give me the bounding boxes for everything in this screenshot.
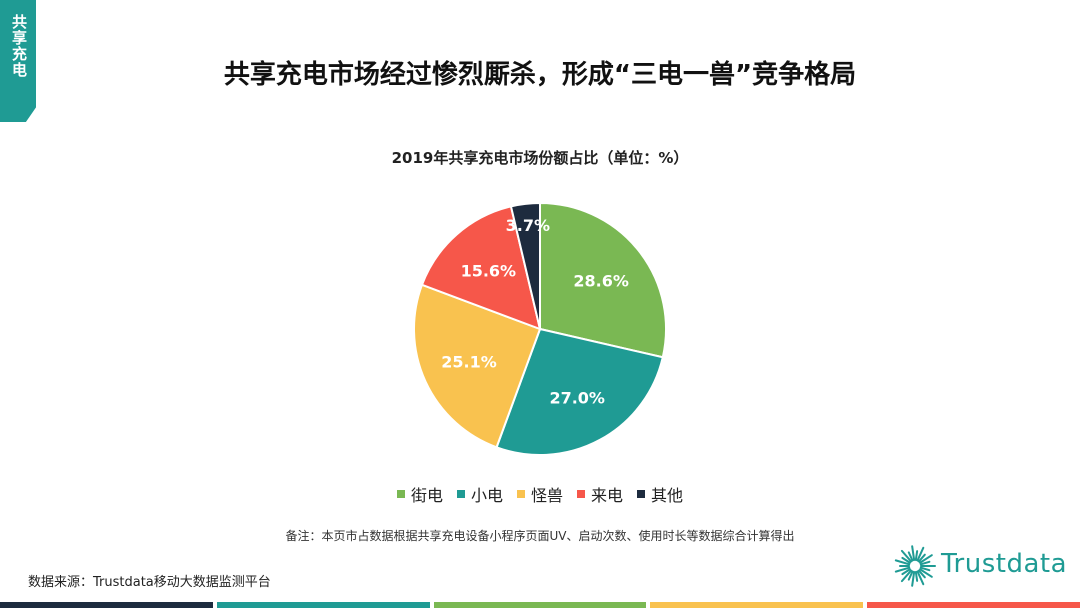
logo-text: Trustdata <box>941 549 1068 579</box>
bottom-bar-segment <box>867 602 1080 608</box>
starburst-icon <box>894 545 936 587</box>
bottom-bar-segment <box>433 602 647 608</box>
bottom-bar-segment <box>650 602 864 608</box>
legend-label: 其他 <box>651 486 684 505</box>
legend-swatch <box>516 490 525 498</box>
bottom-bar-segment <box>216 602 430 608</box>
section-tab-label: 共享充电 <box>10 14 28 78</box>
trustdata-logo: Trustdata <box>893 536 1068 592</box>
bottom-bar-segment <box>0 602 213 608</box>
legend-item: 怪兽 <box>516 482 563 506</box>
pie-data-label-1: 28.6% <box>573 271 629 290</box>
legend-label: 街电 <box>410 486 443 505</box>
pie-data-label-5: 3.7% <box>506 216 550 235</box>
legend-swatch <box>396 490 405 498</box>
legend-label: 来电 <box>591 486 624 505</box>
page-title: 共享充电市场经过惨烈厮杀，形成“三电一兽”竞争格局 <box>223 60 857 90</box>
footnote: 备注：本页市占数据根据共享充电设备小程序页面UV、启动次数、使用时长等数据综合计… <box>285 529 795 543</box>
legend-swatch <box>577 490 585 498</box>
section-tab: 共享充电 <box>0 0 36 122</box>
legend-item: 街电 <box>396 482 443 506</box>
chart-title: 2019年共享充电市场份额占比（单位：%） <box>391 149 689 167</box>
pie-data-label-2: 27.0% <box>549 389 605 408</box>
legend-item: 来电 <box>577 482 623 506</box>
legend-label: 怪兽 <box>530 486 563 505</box>
legend-label: 小电 <box>470 486 503 505</box>
pie-slice-2 <box>495 327 664 456</box>
pie-slice-1 <box>539 201 667 359</box>
legend-item: 其他 <box>637 482 683 506</box>
data-source: 数据来源：Trustdata移动大数据监测平台 <box>28 575 271 590</box>
chart-legend: 街电 小电 怪兽 来电 其他 <box>0 482 1080 506</box>
legend-item: 小电 <box>456 482 503 506</box>
pie-slice-4 <box>420 205 542 331</box>
pie-slice-3 <box>413 283 542 449</box>
pie-data-label-4: 15.6% <box>461 261 517 280</box>
legend-swatch <box>456 490 465 498</box>
pie-data-label-3: 25.1% <box>441 353 497 372</box>
legend-swatch <box>637 490 646 498</box>
pie-slice-5 <box>509 201 541 330</box>
bottom-color-bar <box>0 602 1080 608</box>
